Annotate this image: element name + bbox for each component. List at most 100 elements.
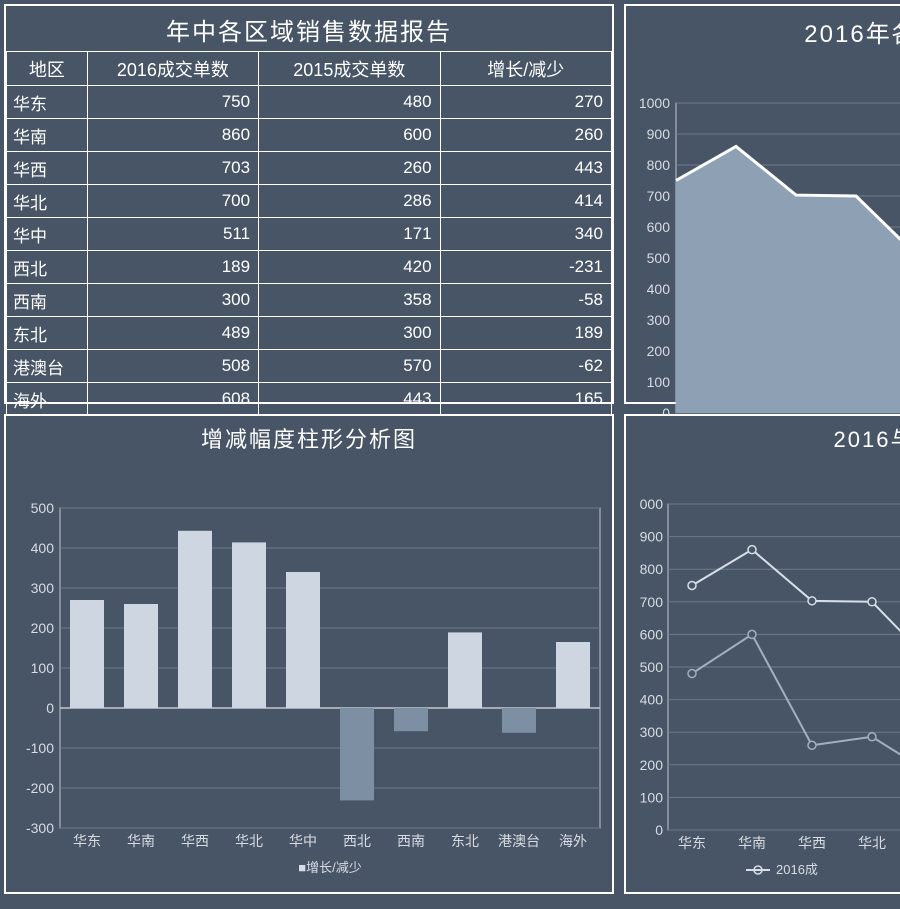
bar-chart-panel: 增减幅度柱形分析图 -300 -200 -100 0 100 200 300 400 500 华东…: [4, 414, 614, 894]
table-row: 华西703260443: [7, 152, 612, 185]
cell-region: 西北: [7, 251, 88, 284]
cell-region: 海外: [7, 383, 88, 416]
svg-text:600: 600: [640, 626, 664, 642]
svg-text:100: 100: [31, 660, 55, 676]
cell-region: 华中: [7, 218, 88, 251]
cell-2015: 443: [259, 383, 441, 416]
svg-text:700: 700: [647, 188, 671, 204]
table-row: 东北489300189: [7, 317, 612, 350]
cell-2016: 700: [87, 185, 258, 218]
svg-text:300: 300: [640, 724, 664, 740]
cell-2015: 171: [259, 218, 441, 251]
bar-chart: -300-200-1000100200300400500华东华南华西华北华中西北…: [6, 456, 616, 901]
cell-2015: 300: [259, 317, 441, 350]
svg-text:400: 400: [647, 281, 671, 297]
cell-region: 华东: [7, 86, 88, 119]
svg-text:1000: 1000: [639, 95, 670, 111]
cell-region: 华南: [7, 119, 88, 152]
table-header-row: 地区2016成交单数2015成交单数增长/减少: [7, 52, 612, 86]
svg-text:300: 300: [31, 580, 55, 596]
svg-text:500: 500: [647, 250, 671, 266]
table-row: 海外608443165: [7, 383, 612, 416]
cell-region: 西南: [7, 284, 88, 317]
cell-2016: 489: [87, 317, 258, 350]
svg-text:700: 700: [640, 594, 664, 610]
cell-2016: 300: [87, 284, 258, 317]
svg-text:0: 0: [46, 700, 54, 716]
table-col-3: 增长/减少: [440, 52, 611, 86]
cell-2015: 260: [259, 152, 441, 185]
cell-2016: 511: [87, 218, 258, 251]
line-chart: 0100200300400500600700800900000华东华南华西华北华…: [626, 456, 900, 901]
area-chart: 01002003004005006007008009001000华东华南华西华北…: [626, 53, 900, 423]
cell-2016: 703: [87, 152, 258, 185]
svg-text:华东: 华东: [73, 833, 101, 849]
svg-text:200: 200: [647, 343, 671, 359]
svg-text:500: 500: [640, 659, 664, 675]
table-title: 年中各区域销售数据报告: [6, 6, 612, 51]
cell-region: 东北: [7, 317, 88, 350]
table-col-0: 地区: [7, 52, 88, 86]
table-row: 西北189420-231: [7, 251, 612, 284]
svg-text:港澳台: 港澳台: [498, 833, 540, 849]
area-chart-title: 2016年各地: [626, 6, 900, 53]
svg-text:100: 100: [647, 374, 671, 390]
cell-diff: 340: [440, 218, 611, 251]
svg-text:900: 900: [640, 529, 664, 545]
table-row: 华中511171340: [7, 218, 612, 251]
svg-text:400: 400: [640, 692, 664, 708]
cell-2016: 860: [87, 119, 258, 152]
cell-2015: 480: [259, 86, 441, 119]
cell-diff: -231: [440, 251, 611, 284]
svg-text:-100: -100: [26, 740, 54, 756]
svg-text:0: 0: [655, 822, 663, 838]
cell-2016: 508: [87, 350, 258, 383]
cell-2016: 750: [87, 86, 258, 119]
table-row: 华南860600260: [7, 119, 612, 152]
svg-text:■增长/减少: ■增长/减少: [298, 860, 361, 875]
cell-diff: 270: [440, 86, 611, 119]
table-col-1: 2016成交单数: [87, 52, 258, 86]
table-row: 西南300358-58: [7, 284, 612, 317]
bar-chart-title: 增减幅度柱形分析图: [6, 416, 612, 456]
svg-text:100: 100: [640, 789, 664, 805]
svg-text:华东: 华东: [678, 835, 706, 851]
svg-text:-300: -300: [26, 820, 54, 836]
cell-2016: 608: [87, 383, 258, 416]
svg-text:900: 900: [647, 126, 671, 142]
svg-text:800: 800: [640, 561, 664, 577]
svg-text:华北: 华北: [235, 833, 263, 849]
svg-text:500: 500: [31, 500, 55, 516]
svg-text:-200: -200: [26, 780, 54, 796]
svg-text:2016成: 2016成: [776, 862, 818, 877]
cell-2016: 189: [87, 251, 258, 284]
svg-text:200: 200: [640, 757, 664, 773]
cell-diff: 189: [440, 317, 611, 350]
cell-diff: 260: [440, 119, 611, 152]
cell-diff: 165: [440, 383, 611, 416]
svg-text:400: 400: [31, 540, 55, 556]
svg-text:800: 800: [647, 157, 671, 173]
table-row: 港澳台508570-62: [7, 350, 612, 383]
svg-text:000: 000: [640, 496, 664, 512]
svg-text:华西: 华西: [798, 835, 826, 851]
svg-text:海外: 海外: [559, 833, 587, 849]
cell-diff: 443: [440, 152, 611, 185]
svg-text:200: 200: [31, 620, 55, 636]
cell-region: 港澳台: [7, 350, 88, 383]
line-chart-panel: 2016与 0 100 200 300 400 500 600 700 800 900 000 华东 华…: [624, 414, 900, 894]
svg-text:华南: 华南: [127, 833, 155, 849]
cell-2015: 600: [259, 119, 441, 152]
cell-region: 华北: [7, 185, 88, 218]
svg-text:华北: 华北: [858, 835, 886, 851]
line-chart-title: 2016与: [626, 416, 900, 456]
cell-2015: 420: [259, 251, 441, 284]
sales-table: 地区2016成交单数2015成交单数增长/减少 华东750480270华南860…: [6, 51, 612, 449]
svg-text:华中: 华中: [289, 833, 317, 849]
cell-diff: -58: [440, 284, 611, 317]
svg-text:600: 600: [647, 219, 671, 235]
svg-text:华南: 华南: [738, 835, 766, 851]
svg-text:西南: 西南: [397, 833, 425, 849]
svg-text:华西: 华西: [181, 833, 209, 849]
cell-2015: 286: [259, 185, 441, 218]
